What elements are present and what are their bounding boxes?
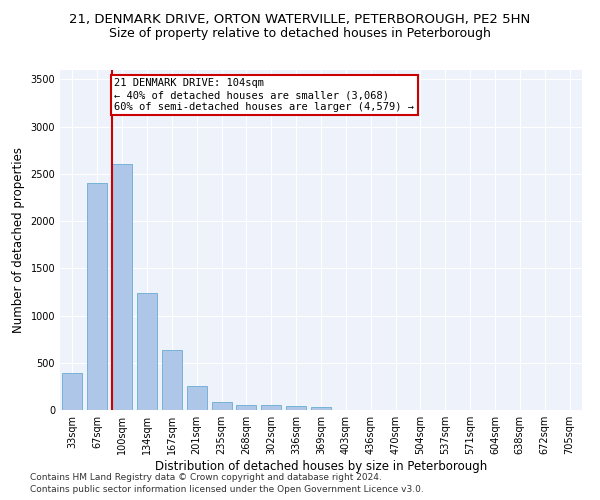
- Bar: [212, 402, 232, 410]
- Bar: [286, 406, 306, 410]
- Text: Contains HM Land Registry data © Crown copyright and database right 2024.: Contains HM Land Registry data © Crown c…: [30, 472, 382, 482]
- Bar: [88, 184, 107, 410]
- Bar: [162, 350, 182, 410]
- X-axis label: Distribution of detached houses by size in Peterborough: Distribution of detached houses by size …: [155, 460, 487, 473]
- Text: Size of property relative to detached houses in Peterborough: Size of property relative to detached ho…: [109, 28, 491, 40]
- Text: Contains public sector information licensed under the Open Government Licence v3: Contains public sector information licen…: [30, 485, 424, 494]
- Bar: [262, 405, 281, 410]
- Bar: [137, 293, 157, 410]
- Bar: [112, 164, 132, 410]
- Text: 21, DENMARK DRIVE, ORTON WATERVILLE, PETERBOROUGH, PE2 5HN: 21, DENMARK DRIVE, ORTON WATERVILLE, PET…: [70, 12, 530, 26]
- Bar: [62, 373, 82, 410]
- Bar: [311, 407, 331, 410]
- Text: 21 DENMARK DRIVE: 104sqm
← 40% of detached houses are smaller (3,068)
60% of sem: 21 DENMARK DRIVE: 104sqm ← 40% of detach…: [114, 78, 414, 112]
- Bar: [236, 404, 256, 410]
- Bar: [187, 386, 206, 410]
- Y-axis label: Number of detached properties: Number of detached properties: [12, 147, 25, 333]
